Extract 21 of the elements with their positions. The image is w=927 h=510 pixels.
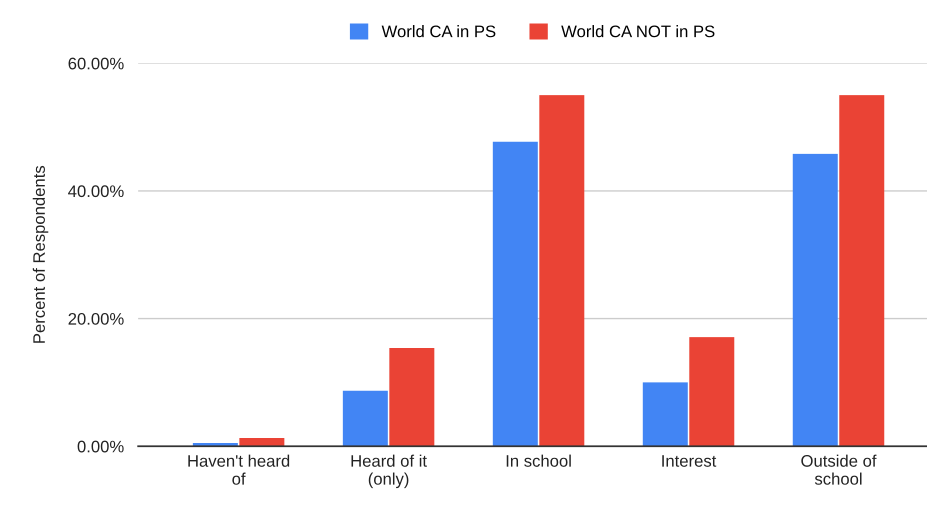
bar	[342, 390, 388, 446]
y-tick-label: 20.00%	[68, 312, 124, 325]
x-tick-label: Heard of it (only)	[352, 454, 427, 488]
bar	[239, 438, 284, 446]
legend-label: World CA in PS	[382, 25, 496, 38]
bar	[642, 382, 688, 446]
bar	[792, 154, 838, 446]
bar	[839, 95, 884, 446]
y-tick-label: 60.00%	[68, 58, 124, 70]
x-tick-label: Haven't heard of	[188, 454, 290, 485]
x-tick-label: Outside of school	[801, 454, 877, 485]
y-tick-label: 40.00%	[68, 185, 124, 198]
x-tick-label: In school	[506, 454, 571, 467]
bar	[689, 337, 734, 446]
bar	[492, 142, 538, 446]
x-tick-label: Interest	[662, 455, 716, 467]
bar	[389, 348, 434, 446]
bar	[539, 95, 584, 446]
legend-label: World CA NOT in PS	[561, 25, 714, 38]
y-axis-title: Percent of Respondents	[32, 166, 48, 343]
y-tick-label: 0.00%	[78, 440, 124, 452]
